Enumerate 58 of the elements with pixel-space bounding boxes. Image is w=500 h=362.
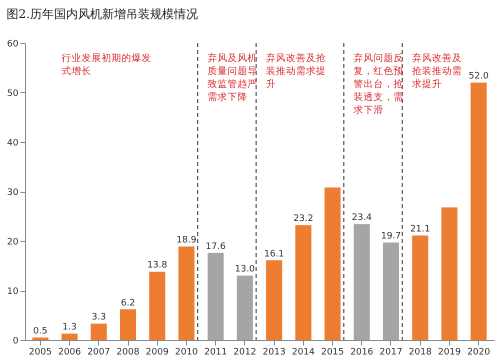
data-label: 17.6: [206, 242, 226, 252]
y-tick-label: 50: [7, 89, 19, 99]
bar: [208, 252, 224, 340]
bar: [295, 225, 312, 340]
data-label: 13.8: [147, 260, 168, 271]
bar: [354, 224, 370, 340]
x-tick-label: 2014: [292, 348, 316, 358]
x-tick-label: 2007: [87, 348, 110, 358]
data-label: 0.5: [33, 326, 48, 337]
data-label: 13.0: [234, 264, 256, 275]
x-tick-label: 2015: [321, 348, 344, 358]
data-label: 3.3: [92, 312, 106, 323]
y-tick-label: 0: [12, 336, 19, 346]
y-tick-label: 60: [7, 40, 19, 50]
x-tick-label: 2018: [408, 348, 432, 358]
y-tick-label: 20: [7, 238, 19, 248]
y-tick-label: 40: [7, 138, 19, 148]
x-tick-label: 2006: [58, 348, 82, 358]
y-tick-label: 10: [7, 287, 19, 297]
data-label: 23.2: [293, 214, 314, 224]
x-tick-label: 2010: [174, 348, 198, 358]
bar: [382, 242, 400, 340]
bar: [62, 334, 78, 340]
y-tick-label: 30: [7, 188, 19, 198]
annotation: 弃风问题反复，红色预警出台，抢装透支，需求下滑: [354, 52, 404, 116]
bar: [178, 246, 194, 340]
data-label: 18.9: [176, 235, 197, 246]
x-tick-label: 2020: [467, 348, 490, 358]
annotation: 弃风改善及抢装推动需求提升: [266, 52, 326, 90]
data-label: 6.2: [120, 298, 136, 308]
chart-title: 图2.历年国内风机新增吊装规模情况: [6, 7, 198, 21]
x-tick-label: 2005: [28, 348, 52, 358]
annotation: 行业发展初期的爆发式增长: [62, 52, 152, 77]
x-tick-label: 2011: [204, 348, 228, 358]
data-label: 52.0: [468, 72, 489, 82]
annotation: 弃风及风机质量问题导致监管趋严需求下降: [208, 52, 258, 103]
bar: [470, 82, 487, 340]
bar: [149, 272, 166, 340]
bar: [412, 236, 428, 340]
bar: [266, 260, 282, 340]
data-label: 23.4: [352, 213, 372, 224]
data-label: 1.3: [62, 322, 77, 333]
bar: [236, 276, 253, 340]
bar: [441, 207, 458, 340]
x-tick-label: 2016: [350, 348, 374, 358]
bar: [90, 324, 107, 340]
x-tick-label: 2019: [438, 348, 462, 358]
bar: [324, 188, 341, 340]
x-tick-label: 2008: [116, 348, 140, 358]
annotation: 弃风改善及抢装推动需求提升: [412, 52, 462, 90]
bar: [120, 309, 136, 340]
x-tick-label: 2017: [380, 348, 402, 358]
data-label: 19.7: [380, 231, 402, 242]
data-label: 16.1: [264, 249, 284, 260]
x-tick-label: 2012: [233, 348, 256, 358]
x-tick-label: 2013: [262, 348, 286, 358]
x-tick-label: 2009: [146, 348, 169, 358]
data-label: 21.1: [410, 224, 430, 235]
